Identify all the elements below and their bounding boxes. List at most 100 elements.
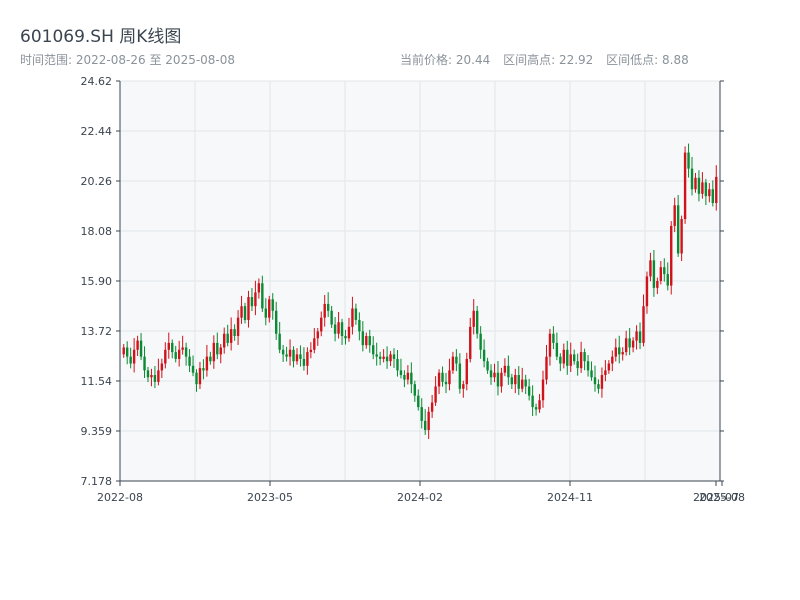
candle-body	[209, 356, 212, 362]
candle-body	[410, 372, 413, 385]
candle-body	[659, 267, 663, 281]
candle-body	[202, 368, 205, 371]
candle-body	[534, 407, 538, 410]
candle-body	[545, 356, 548, 380]
candle-body	[354, 308, 358, 320]
candle-body	[451, 356, 455, 371]
candle-body	[403, 375, 406, 380]
current-price-label: 当前价格:	[400, 53, 453, 67]
range-low-value: 8.88	[662, 53, 689, 67]
candle-body	[448, 370, 451, 385]
x-tick-label: 2025-08	[699, 491, 745, 504]
candle-body	[233, 329, 236, 337]
candle-body	[493, 372, 496, 378]
candle-body	[337, 322, 340, 334]
candle-body	[517, 375, 520, 389]
candle-body	[427, 411, 430, 431]
y-tick-label: 24.62	[81, 75, 113, 88]
candle-body	[583, 352, 586, 362]
candle-body	[444, 381, 448, 385]
candle-body	[656, 280, 659, 288]
candle-body	[326, 303, 330, 311]
candle-body	[205, 356, 209, 371]
candle-body	[378, 356, 382, 359]
x-tick-label: 2023-05	[247, 491, 293, 504]
candle-body	[673, 205, 676, 226]
candle-body	[458, 363, 462, 389]
candle-body	[240, 306, 243, 318]
candle-body	[247, 297, 250, 320]
candle-body	[586, 361, 590, 371]
time-range-end: 2025-08-08	[165, 53, 236, 67]
candle-body	[278, 333, 281, 350]
candle-body	[500, 372, 503, 387]
candle-body	[164, 349, 167, 364]
candle-body	[562, 349, 566, 364]
candle-body	[694, 177, 697, 190]
candle-body	[292, 349, 295, 362]
candle-body	[507, 365, 510, 378]
y-tick-label: 15.90	[81, 275, 113, 288]
y-tick-label: 7.178	[81, 475, 113, 488]
candle-body	[288, 349, 292, 357]
current-price-value: 20.44	[455, 53, 491, 67]
candle-body	[361, 331, 365, 346]
candle-body	[125, 347, 129, 357]
candle-body	[413, 384, 417, 396]
time-range-label: 时间范围:	[20, 53, 73, 67]
candle-body	[139, 340, 143, 357]
candle-body	[680, 219, 683, 254]
candle-body	[264, 308, 268, 318]
x-tick-label: 2024-11	[547, 491, 593, 504]
candle-body	[423, 420, 427, 431]
candle-body	[663, 267, 666, 275]
candle-body	[368, 336, 371, 346]
candle-body	[649, 260, 652, 277]
candle-body	[150, 375, 153, 378]
candle-body	[122, 347, 125, 355]
candle-body	[552, 333, 555, 343]
candle-body	[340, 322, 344, 337]
candle-body	[482, 349, 486, 362]
candle-body	[129, 356, 132, 364]
candle-body	[503, 365, 507, 373]
candle-body	[631, 340, 635, 348]
x-tick-label: 2024-02	[397, 491, 443, 504]
candle-body	[181, 347, 184, 350]
candle-body	[628, 338, 631, 348]
candle-body	[697, 177, 701, 194]
candle-body	[347, 326, 351, 339]
candle-body	[614, 347, 617, 357]
candle-body	[382, 356, 385, 359]
candle-body	[524, 379, 527, 387]
candle-body	[351, 308, 354, 327]
candle-body	[316, 331, 319, 339]
candle-body	[521, 379, 524, 389]
candle-body	[184, 347, 188, 357]
candle-body	[531, 395, 534, 408]
candle-body	[635, 331, 638, 341]
candle-body	[555, 342, 559, 357]
candle-body	[593, 377, 597, 385]
candle-body	[313, 338, 316, 350]
candle-body	[333, 324, 337, 334]
candle-body	[465, 358, 468, 385]
candle-body	[146, 370, 150, 378]
candle-body	[392, 354, 396, 359]
candle-body	[160, 363, 164, 371]
candle-body	[219, 347, 222, 355]
candle-body	[250, 297, 254, 307]
candle-body	[642, 306, 645, 343]
candle-body	[576, 361, 579, 369]
candle-body	[212, 342, 216, 362]
candle-body	[472, 310, 475, 327]
candle-body	[566, 349, 569, 366]
candle-body	[330, 310, 333, 325]
candle-body	[191, 365, 195, 373]
candle-body	[243, 306, 247, 320]
candle-body	[541, 379, 545, 401]
candle-body	[274, 310, 278, 334]
range-low-label: 区间低点:	[606, 53, 659, 67]
candle-body	[306, 352, 309, 366]
candle-body	[462, 384, 465, 389]
